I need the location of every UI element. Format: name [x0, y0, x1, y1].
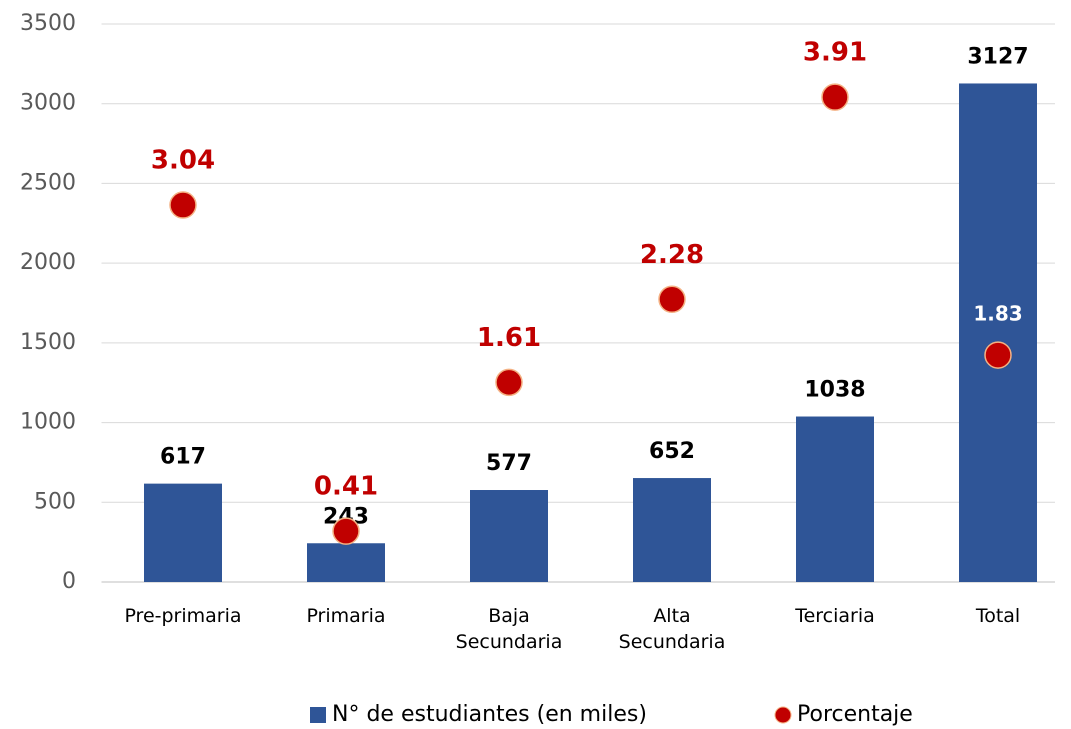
x-tick-label: Terciaria — [795, 605, 875, 627]
dot — [658, 285, 686, 314]
y-tick-label: 500 — [34, 489, 76, 514]
value-label: 1.61 — [477, 323, 541, 353]
y-tick-label: 0 — [62, 569, 76, 594]
legend-swatch — [774, 706, 792, 724]
y-tick-label: 2500 — [20, 170, 76, 195]
bar — [959, 83, 1037, 582]
legend-label: Porcentaje — [797, 702, 913, 727]
legend-label: N° de estudiantes (en miles) — [332, 702, 647, 727]
dot — [821, 83, 849, 111]
x-tick-label: Total — [975, 605, 1021, 627]
value-label: 577 — [486, 451, 532, 476]
x-tick-label: Pre-primaria — [124, 605, 242, 627]
value-label: 3127 — [967, 44, 1028, 69]
legend-swatch — [310, 707, 326, 723]
value-label: 617 — [160, 445, 206, 470]
dot — [169, 191, 197, 219]
value-label: 1.83 — [973, 302, 1022, 326]
value-label: 3.04 — [151, 146, 215, 176]
bar — [796, 416, 874, 582]
bar — [144, 483, 222, 582]
dot — [984, 341, 1012, 369]
value-label: 3.91 — [803, 38, 867, 68]
y-tick-label: 1000 — [20, 410, 76, 435]
value-label: 652 — [649, 439, 695, 464]
bar — [633, 478, 711, 582]
bar — [307, 543, 385, 582]
x-tick-label: Primaria — [306, 605, 386, 627]
value-label: 2.28 — [640, 240, 704, 270]
dot — [332, 517, 360, 545]
value-label: 0.41 — [314, 472, 378, 502]
value-label: 1038 — [804, 378, 865, 403]
y-tick-label: 1500 — [20, 330, 76, 355]
x-tick-label: Baja Secundaria — [455, 605, 563, 653]
y-tick-label: 2000 — [20, 250, 76, 275]
bar — [470, 490, 548, 582]
dot — [495, 368, 523, 397]
y-tick-label: 3000 — [20, 91, 76, 116]
x-tick-label: Alta Secundaria — [618, 605, 726, 653]
y-tick-label: 3500 — [20, 11, 76, 36]
